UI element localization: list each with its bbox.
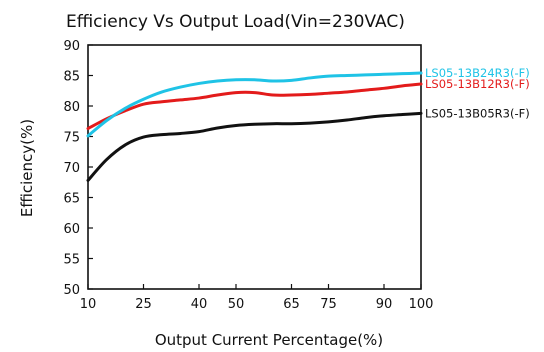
y-tick-label: 85 <box>63 70 80 85</box>
x-tick-label: 90 <box>376 297 393 312</box>
y-tick-label: 80 <box>63 100 80 115</box>
x-tick-label: 40 <box>191 297 208 312</box>
x-axis-label: Output Current Percentage(%) <box>155 331 383 349</box>
x-tick-label: 10 <box>80 297 97 312</box>
series-line <box>86 82 423 131</box>
series-line <box>86 111 423 182</box>
y-tick-label: 60 <box>63 222 80 237</box>
y-axis-label: Efficiency(%) <box>18 119 36 217</box>
chart-title: Efficiency Vs Output Load(Vin=230VAC) <box>66 12 405 32</box>
plot-area: 50 55 60 65 70 75 80 85 90 10 25 40 50 65 75 90 100 LS05-… <box>63 39 529 312</box>
x-tick-label: 50 <box>228 297 245 312</box>
y-tick-label: 50 <box>63 283 80 298</box>
y-tick-label: 55 <box>63 253 80 268</box>
y-tick-label: 75 <box>63 131 80 146</box>
x-tick-label: 75 <box>320 297 337 312</box>
legend-entry: LS05-13B12R3(-F) <box>425 77 530 91</box>
x-tick-label: 65 <box>283 297 300 312</box>
y-tick-label: 70 <box>63 161 80 176</box>
plot-frame <box>87 44 422 290</box>
legend-entry: LS05-13B24R3(-F) <box>425 66 530 80</box>
y-tick-label: 65 <box>63 192 80 207</box>
legend-entry: LS05-13B05R3(-F) <box>425 106 530 120</box>
series-line <box>86 71 423 138</box>
x-tick-label: 25 <box>135 297 152 312</box>
y-tick-label: 90 <box>63 39 80 54</box>
x-tick-label: 100 <box>409 297 434 312</box>
